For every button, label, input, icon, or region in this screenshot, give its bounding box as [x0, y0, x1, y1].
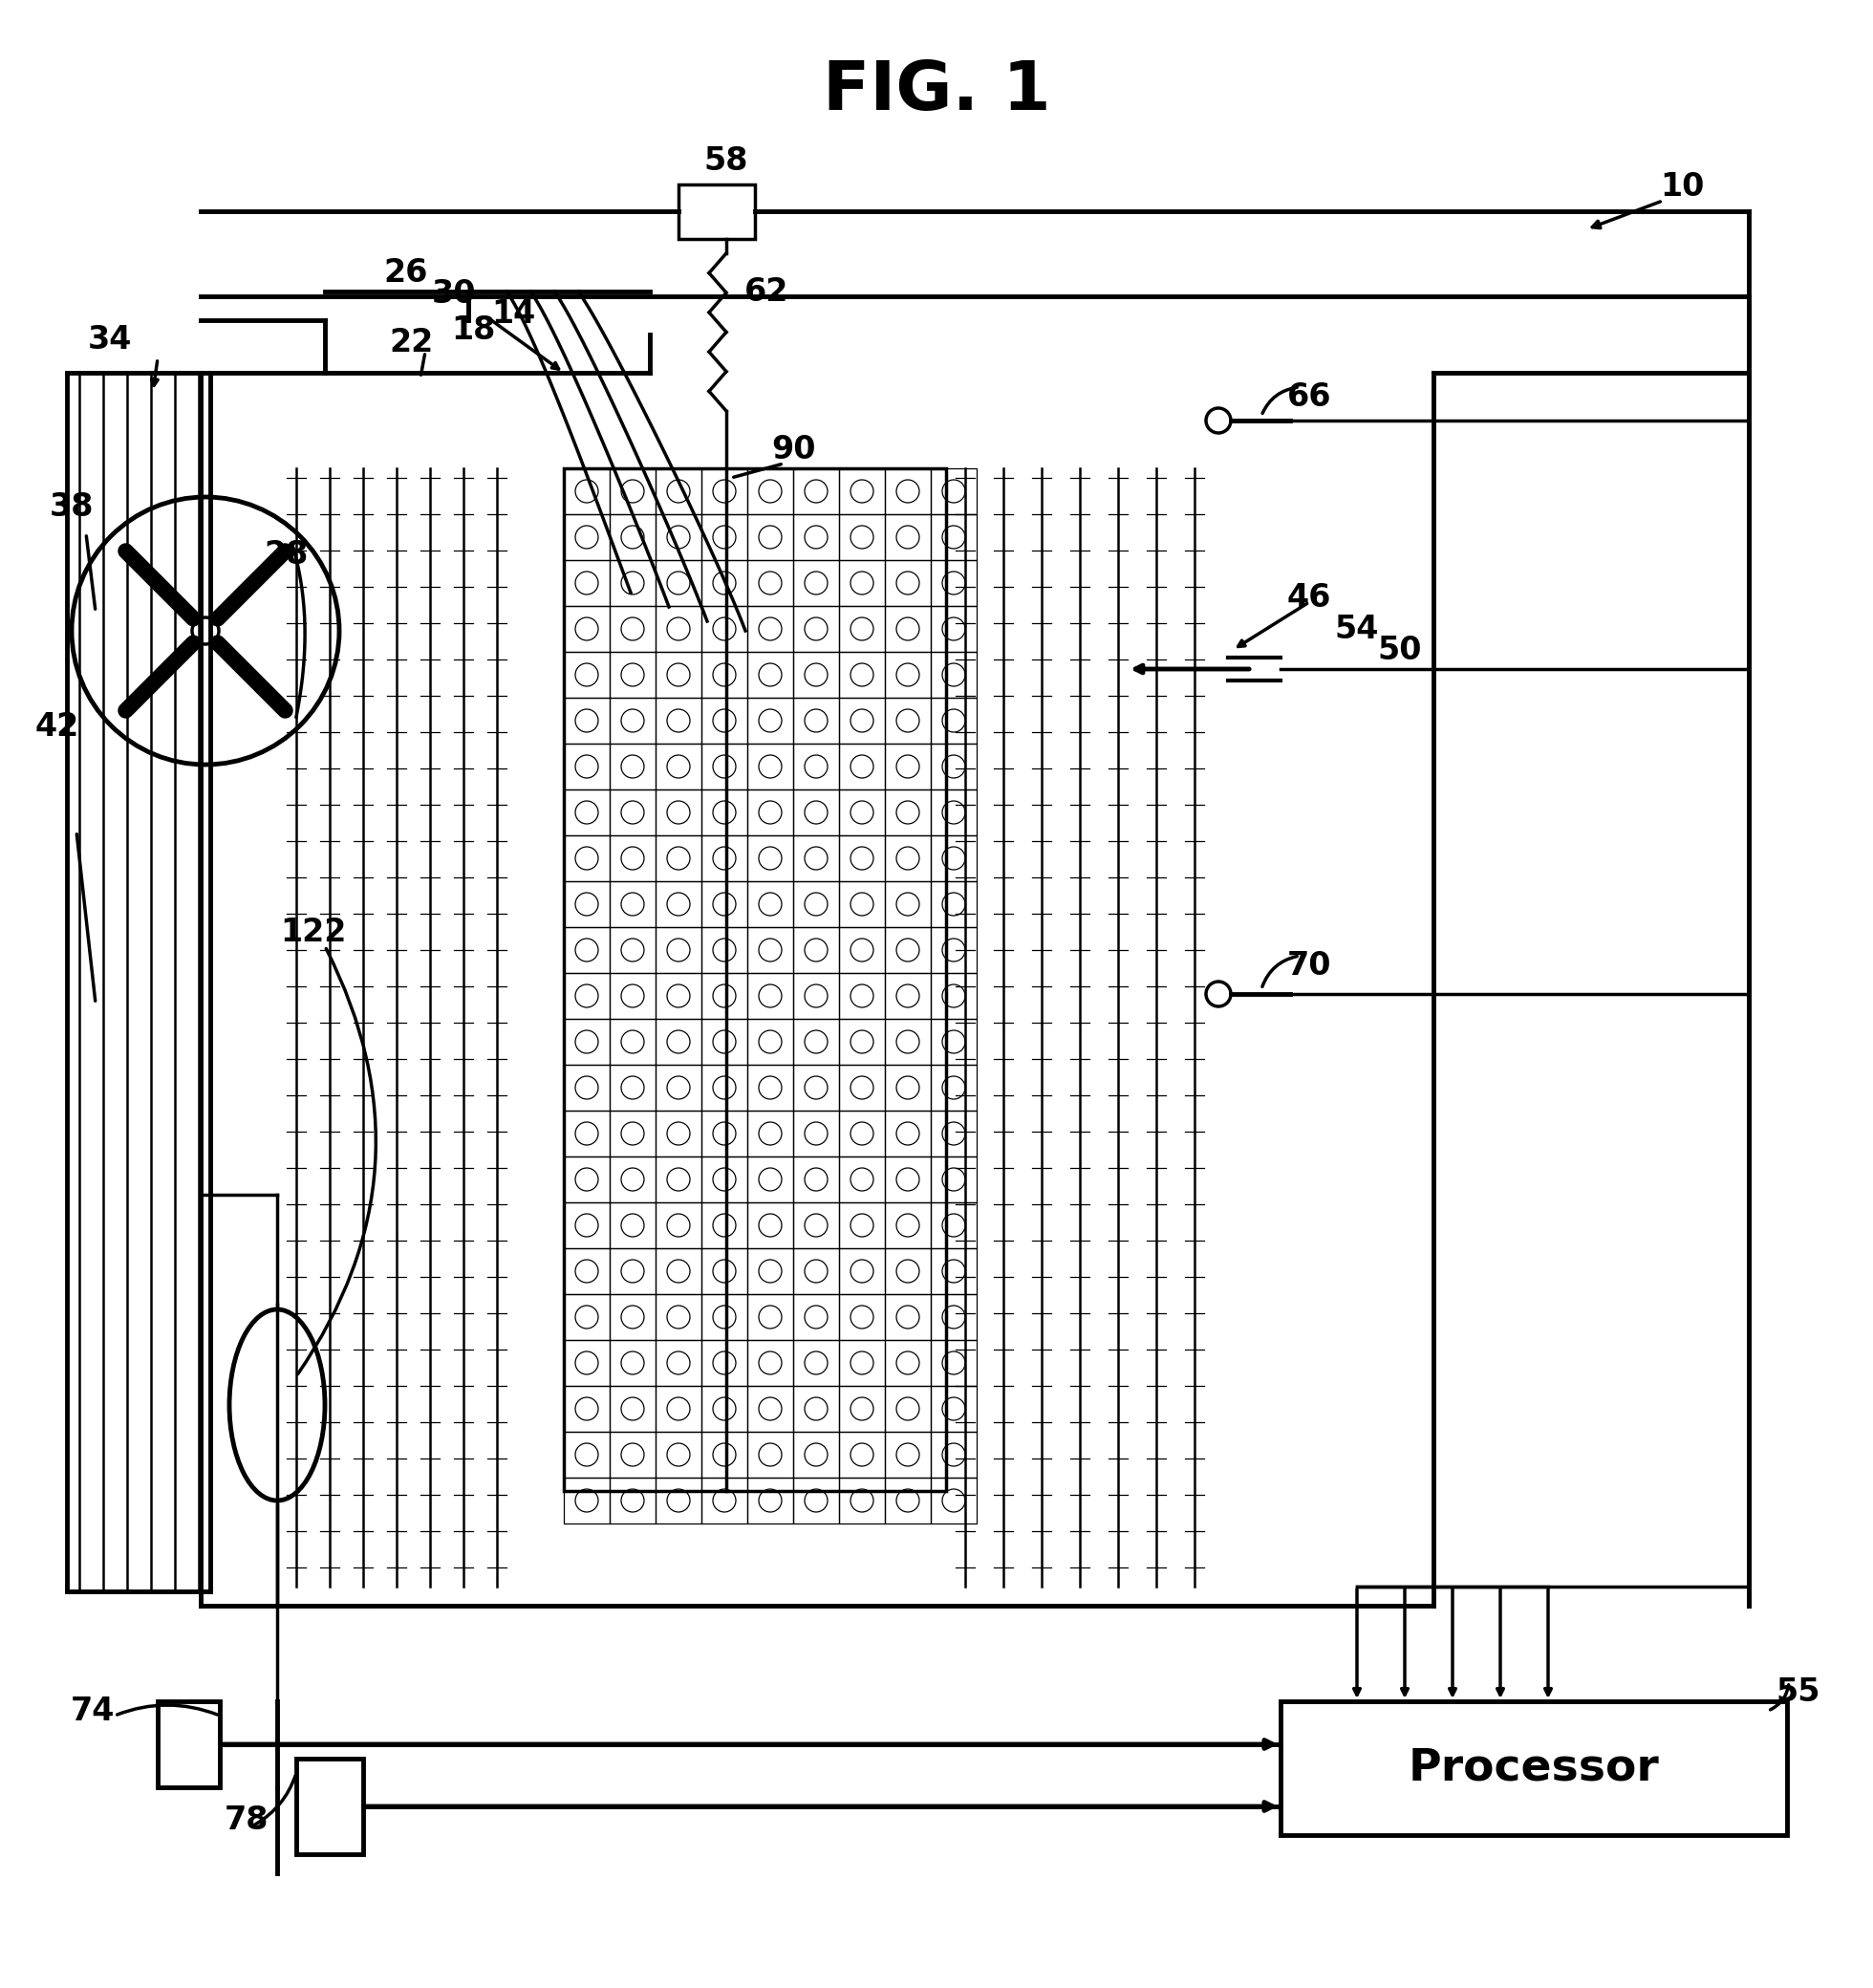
- Text: 42: 42: [36, 710, 79, 742]
- Text: Processor: Processor: [1408, 1747, 1659, 1789]
- Text: 78: 78: [225, 1805, 268, 1837]
- Text: 10: 10: [1659, 171, 1704, 203]
- Text: 38: 38: [49, 491, 94, 523]
- Text: 74: 74: [71, 1696, 114, 1728]
- Text: 22: 22: [390, 326, 433, 358]
- Text: 70: 70: [1287, 950, 1332, 982]
- Text: 46: 46: [1287, 582, 1332, 612]
- Text: 14: 14: [491, 298, 536, 330]
- Text: 62: 62: [744, 276, 789, 308]
- Text: 90: 90: [772, 433, 815, 465]
- Polygon shape: [1281, 1702, 1787, 1835]
- Text: FIG. 1: FIG. 1: [822, 58, 1051, 123]
- Text: 122: 122: [281, 916, 347, 948]
- Polygon shape: [157, 1702, 219, 1787]
- Text: 28: 28: [264, 539, 309, 571]
- Polygon shape: [296, 1759, 363, 1855]
- Text: 18: 18: [451, 314, 494, 346]
- Text: 34: 34: [88, 324, 133, 356]
- Text: 54: 54: [1335, 612, 1379, 644]
- Text: 30: 30: [431, 278, 476, 310]
- Text: 55: 55: [1776, 1676, 1821, 1708]
- Circle shape: [193, 618, 219, 644]
- Text: 50: 50: [1379, 634, 1422, 666]
- Text: 66: 66: [1287, 382, 1332, 412]
- Text: 26: 26: [384, 256, 429, 288]
- Text: 58: 58: [704, 145, 749, 177]
